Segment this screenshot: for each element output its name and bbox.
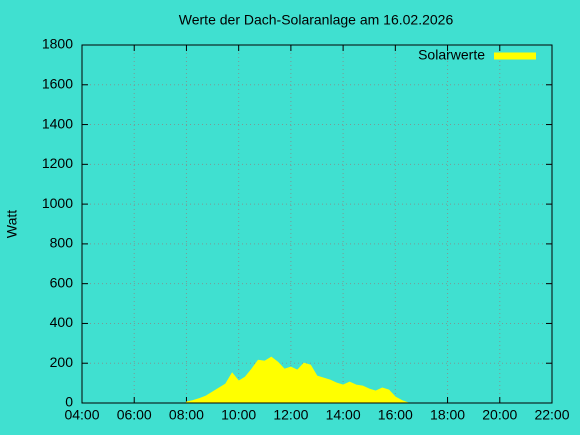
- x-tick-label: 22:00: [534, 407, 569, 423]
- y-axis-label: Watt: [4, 210, 20, 238]
- x-tick-label: 08:00: [169, 407, 204, 423]
- x-tick-label: 04:00: [64, 407, 99, 423]
- y-tick-label: 1400: [42, 115, 73, 131]
- x-tick-label: 14:00: [326, 407, 361, 423]
- y-tick-label: 1200: [42, 155, 73, 171]
- legend-label: Solarwerte: [418, 47, 485, 63]
- area: [185, 356, 409, 404]
- y-tick-label: 1800: [42, 36, 73, 52]
- y-tick-label: 800: [50, 235, 74, 251]
- y-tick-label: 1000: [42, 195, 73, 211]
- y-tick-label: 1600: [42, 75, 73, 91]
- x-tick-label: 10:00: [221, 407, 256, 423]
- plot-frame: [81, 44, 553, 404]
- y-tick-label: 200: [50, 354, 74, 370]
- y-tick-label: 400: [50, 314, 74, 330]
- x-tick-label: 16:00: [378, 407, 413, 423]
- x-tick-label: 06:00: [117, 407, 152, 423]
- y-tick-label: 0: [65, 394, 73, 410]
- x-tick-label: 18:00: [430, 407, 465, 423]
- chart-title: Werte der Dach-Solaranlage am 16.02.2026: [179, 12, 454, 28]
- x-tick-label: 20:00: [482, 407, 517, 423]
- y-tick-label: 600: [50, 274, 74, 290]
- x-tick-label: 12:00: [273, 407, 308, 423]
